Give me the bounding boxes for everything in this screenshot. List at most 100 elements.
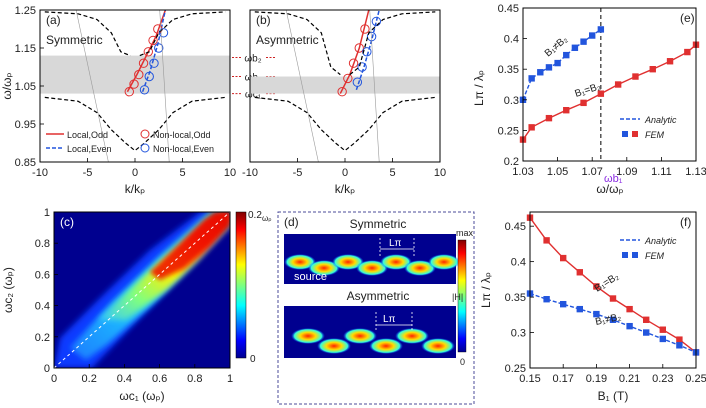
- x-tick-label: 1.05: [547, 166, 568, 178]
- a-series-lower-band: [44, 96, 226, 152]
- panel-e-vline-label: ωb₁: [604, 173, 623, 185]
- e-series-b1-neq-b2-point: [597, 26, 605, 33]
- field-lobe-symmetric: [404, 260, 436, 276]
- panel-e: 1.03 1.05 1.07 1.09 1.11 1.13 0.2 0.25 0.3 0.35 0.…: [472, 3, 706, 196]
- b-series-upper-band-right: [349, 11, 436, 76]
- y-tick-label: 0.8: [35, 238, 50, 250]
- x-tick-label: 1: [227, 373, 233, 385]
- f-series-b1-eq-b2-point: [626, 305, 633, 313]
- panel-c: 0 0.2 0.4 0.6 0.8 1 0 0.2 0.4 0.6 0.8 1 (c) ωc₁ (ωₚ…: [1, 207, 272, 403]
- x-tick-label: 0.15: [519, 373, 540, 385]
- panel-a-title: Symmetric: [46, 33, 103, 47]
- b-series-non-local-even-point: [352, 77, 363, 87]
- field-lobe-asymmetric: [421, 338, 455, 354]
- f-series-b1-neq-b2-point: [543, 296, 550, 303]
- heatmap-hot-core: [150, 212, 230, 280]
- field-source-label: source: [294, 271, 327, 283]
- field-lobe-symmetric: [332, 254, 364, 270]
- f-series-b1-neq-b2-point: [593, 310, 600, 318]
- y-tick-label: 0.2: [504, 156, 519, 168]
- panel-d-symmetric-title: Symmetric: [350, 217, 407, 231]
- f-legend-analytic: Analytic: [644, 236, 677, 246]
- a-series-non-local-odd-point: [143, 47, 154, 57]
- y-tick-label: 0.25: [505, 363, 526, 375]
- x-tick-label: 1.09: [616, 166, 637, 178]
- f-series-b1-eq-b2-point: [576, 269, 583, 276]
- e-series-b1-neq-b2-point: [563, 51, 570, 59]
- a-series-non-local-even-point: [144, 71, 154, 82]
- e-series-b1-eq-b2-point: [580, 99, 587, 107]
- e-series-b1-neq-b2-point: [528, 75, 535, 82]
- y-tick-label: 0.4: [35, 301, 50, 313]
- b-series-light-line-2: [369, 10, 380, 162]
- f-legend-fem-swatch-blue2: [632, 252, 638, 258]
- f-series-b1-eq-b2-point: [659, 326, 666, 333]
- e-series-b1-neq-b2-point: [545, 64, 553, 71]
- panel-b-title: Asymmetric: [256, 33, 319, 47]
- y-tick-label: 0.4: [511, 257, 526, 269]
- field-lobe-asymmetric: [343, 328, 377, 344]
- a-series-upper-band-left: [44, 11, 131, 57]
- b-series-non-local-even-point: [371, 16, 382, 27]
- field-lobe-asymmetric: [317, 338, 351, 354]
- y-tick-label: 0.45: [498, 3, 519, 15]
- field-lobe-symmetric: [308, 260, 340, 276]
- x-tick-label: 0: [132, 167, 138, 179]
- x-tick-label: 5: [389, 167, 395, 179]
- field-lobe-symmetric: [356, 260, 388, 276]
- panel-a-label: (a): [46, 13, 61, 27]
- b-series-non-local-odd-point: [337, 87, 347, 97]
- panel-e-xlabel: ω/ωₚ: [596, 182, 623, 196]
- e-series-b1-neq-b2-point: [580, 38, 587, 45]
- b-series-non-local-odd-point: [348, 58, 359, 68]
- panel-b: -10 -5 0 5 10 (b) Asymmetric k/kₚ: [242, 9, 446, 196]
- x-tick-label: 0.25: [685, 373, 706, 385]
- x-tick-label: 0.23: [652, 373, 673, 385]
- e-series-b1-eq-b2-point: [528, 124, 535, 131]
- panel-f-ylabel: Lπ / λₚ: [479, 272, 493, 308]
- b-series-non-local-odd-point: [343, 73, 353, 84]
- y-tick-label: 0.45: [505, 221, 526, 233]
- y-tick-label: 0.25: [498, 125, 519, 137]
- panel-d-colorbar-min: 0: [460, 357, 465, 367]
- e-series-b1-neq-b2-point: [589, 32, 596, 39]
- a-series-non-local-even-point: [158, 28, 169, 38]
- a-series-light-line-1: [75, 10, 109, 162]
- lpi-label-symmetric: Lπ: [389, 238, 402, 249]
- e-legend-analytic: Analytic: [644, 115, 677, 125]
- f-legend-fem: FEM: [645, 251, 665, 261]
- a-series-non-local-odd-point: [129, 79, 139, 89]
- lpi-label-asymmetric: Lπ: [383, 314, 396, 325]
- colorbar-max: 0.2: [248, 210, 262, 221]
- field-lobe-symmetric: [380, 254, 412, 270]
- heatmap-field: [54, 212, 230, 368]
- e-series-b1-eq-b2-point: [666, 58, 674, 65]
- e-series-b1-eq-b2-point: [649, 66, 656, 73]
- field-lobe-asymmetric: [291, 328, 325, 344]
- b-series-non-local-odd-point: [360, 24, 370, 34]
- x-tick-label: -5: [83, 167, 93, 179]
- f-legend-fem-swatch-blue: [622, 252, 628, 258]
- a-series-non-local-even-point: [139, 85, 150, 95]
- f-series-b1-neq-b2-point: [643, 329, 650, 336]
- colorbar-max-unit: ωₚ: [262, 214, 272, 223]
- panel-f-annot-neq: B₁≠B₂: [594, 312, 622, 328]
- legend-nonlocal-odd: Non-local,Odd: [153, 130, 211, 140]
- x-tick-label: -10: [242, 167, 258, 179]
- e-series-b1-eq-b2-point: [684, 48, 691, 56]
- panel-a-legend: Local,Odd Local,Even Non-local,Odd Non-l…: [46, 129, 214, 154]
- field-lobe-symmetric: [284, 254, 316, 270]
- panel-f-legend: Analytic FEM: [620, 236, 677, 261]
- panel-d-frame: [277, 211, 475, 405]
- legend-nonlocal-odd-swatch: [140, 129, 150, 139]
- f-series-b1-eq-b2-point: [676, 336, 683, 343]
- panel-f: 0.15 0.17 0.19 0.21 0.23 0.25 0.25 0.3 0.35 0.4 0.…: [479, 211, 706, 403]
- b-series-non-local-even-point: [362, 47, 372, 57]
- field-lobe-asymmetric: [395, 328, 429, 344]
- y-tick-label: 0.95: [15, 119, 36, 131]
- x-tick-label: 0.2: [82, 373, 97, 385]
- panel-c-colorbar: [235, 211, 247, 359]
- e-series-b1-eq-b2-point: [632, 73, 639, 80]
- x-tick-label: -5: [293, 167, 303, 179]
